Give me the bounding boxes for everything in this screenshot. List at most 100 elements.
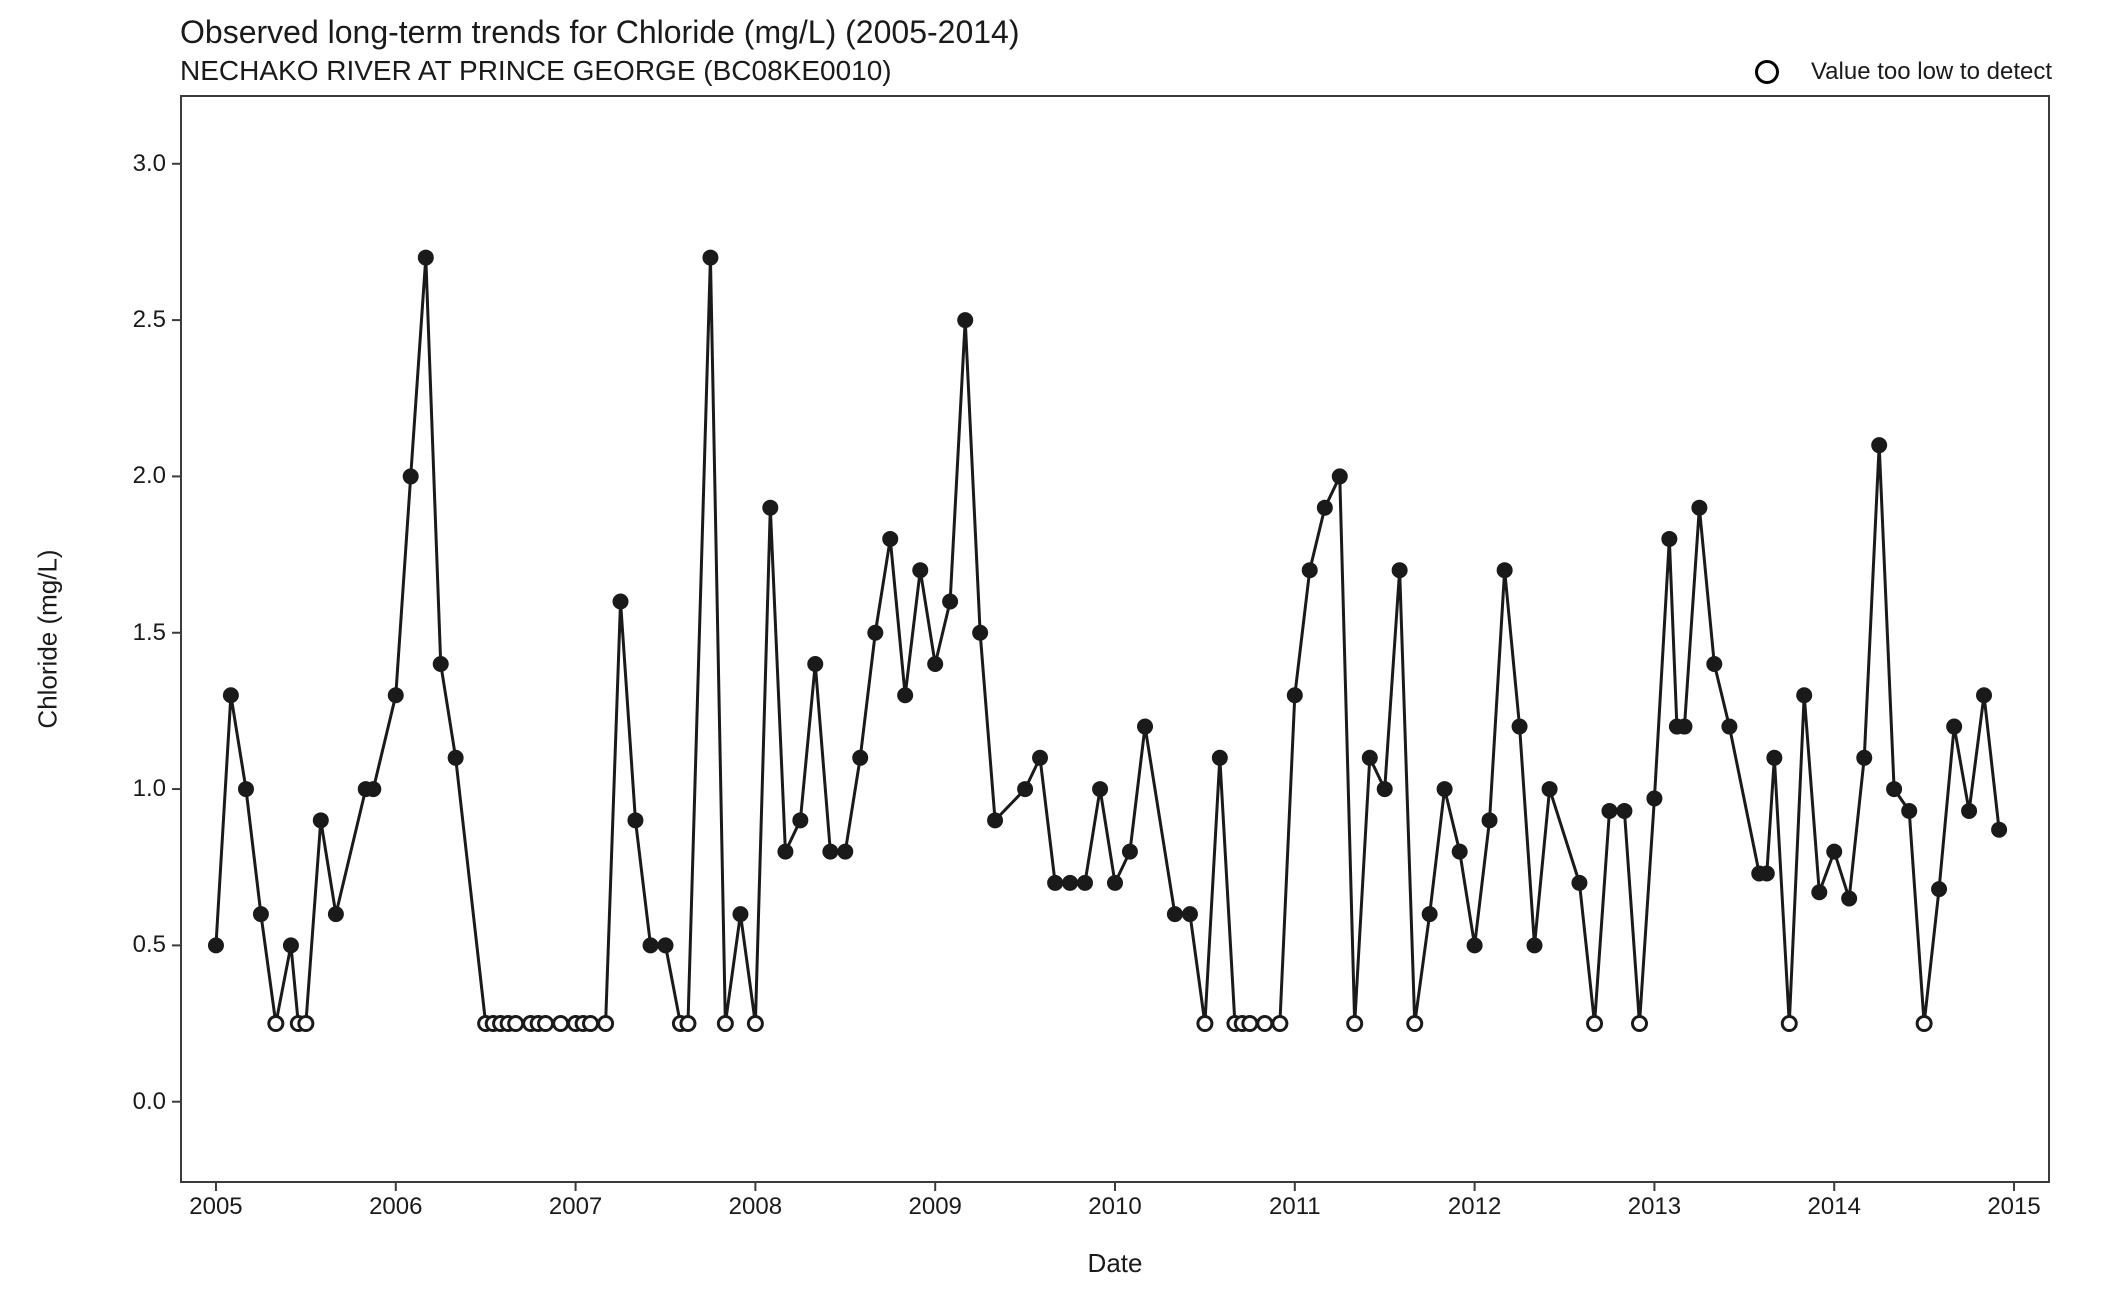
data-point xyxy=(1138,720,1152,734)
data-point-below-detect xyxy=(1348,1017,1362,1031)
data-point xyxy=(1857,751,1871,765)
x-tick-label: 2007 xyxy=(549,1193,602,1221)
data-point xyxy=(1423,907,1437,921)
data-point-below-detect xyxy=(1782,1017,1796,1031)
data-point-below-detect xyxy=(599,1017,613,1031)
data-point xyxy=(1393,563,1407,577)
data-point-below-detect xyxy=(539,1017,553,1031)
data-point xyxy=(1602,804,1616,818)
y-tick-label: 3.0 xyxy=(106,150,166,178)
data-point xyxy=(1812,885,1826,899)
data-point xyxy=(224,688,238,702)
data-point xyxy=(883,532,897,546)
data-point xyxy=(1303,563,1317,577)
y-tick-label: 0.0 xyxy=(106,1088,166,1116)
legend-label: Value too low to detect xyxy=(1811,58,2052,86)
data-point xyxy=(419,251,433,265)
chart-container: Observed long-term trends for Chloride (… xyxy=(0,0,2112,1309)
data-point xyxy=(733,907,747,921)
data-point xyxy=(658,938,672,952)
chart-svg xyxy=(180,95,2050,1183)
data-point xyxy=(209,938,223,952)
data-point xyxy=(1677,720,1691,734)
data-point xyxy=(1977,688,1991,702)
data-point-below-detect xyxy=(1198,1017,1212,1031)
data-point xyxy=(928,657,942,671)
data-point xyxy=(1947,720,1961,734)
data-point xyxy=(853,751,867,765)
series-line xyxy=(216,258,1999,1024)
data-point xyxy=(404,469,418,483)
data-point xyxy=(1438,782,1452,796)
data-point xyxy=(644,938,658,952)
x-tick-label: 2010 xyxy=(1088,1193,1141,1221)
data-point xyxy=(1767,751,1781,765)
data-point xyxy=(1887,782,1901,796)
y-tick-label: 1.0 xyxy=(106,775,166,803)
data-point xyxy=(614,594,628,608)
data-point xyxy=(1453,845,1467,859)
data-point xyxy=(943,594,957,608)
data-point xyxy=(1797,688,1811,702)
data-point xyxy=(1760,866,1774,880)
data-point xyxy=(1333,469,1347,483)
data-point-below-detect xyxy=(299,1017,313,1031)
data-point xyxy=(823,845,837,859)
data-point xyxy=(1543,782,1557,796)
data-point xyxy=(988,813,1002,827)
data-point-below-detect xyxy=(1258,1017,1272,1031)
data-point xyxy=(1168,907,1182,921)
data-point xyxy=(1483,813,1497,827)
y-tick-label: 2.5 xyxy=(106,306,166,334)
data-point xyxy=(239,782,253,796)
x-tick-label: 2014 xyxy=(1808,1193,1861,1221)
x-tick-label: 2012 xyxy=(1448,1193,1501,1221)
data-point xyxy=(1842,891,1856,905)
chart-titles: Observed long-term trends for Chloride (… xyxy=(180,14,1019,87)
data-point-below-detect xyxy=(718,1017,732,1031)
data-point xyxy=(703,251,717,265)
data-point xyxy=(1692,501,1706,515)
data-point-below-detect xyxy=(509,1017,523,1031)
data-point xyxy=(254,907,268,921)
data-point xyxy=(1048,876,1062,890)
x-tick-label: 2009 xyxy=(908,1193,961,1221)
data-point xyxy=(1527,938,1541,952)
data-point xyxy=(1647,791,1661,805)
data-point xyxy=(1498,563,1512,577)
data-point xyxy=(1902,804,1916,818)
data-point xyxy=(1992,823,2006,837)
data-point xyxy=(898,688,912,702)
data-point xyxy=(1872,438,1886,452)
x-tick-label: 2011 xyxy=(1269,1193,1321,1221)
x-tick-label: 2008 xyxy=(729,1193,782,1221)
data-point xyxy=(1707,657,1721,671)
chart-subtitle: NECHAKO RIVER AT PRINCE GEORGE (BC08KE00… xyxy=(180,55,1019,87)
x-tick-label: 2013 xyxy=(1628,1193,1681,1221)
data-point-below-detect xyxy=(554,1017,568,1031)
data-point xyxy=(1468,938,1482,952)
x-tick-label: 2005 xyxy=(189,1193,242,1221)
data-point xyxy=(628,813,642,827)
data-point xyxy=(1123,845,1137,859)
x-tick-label: 2006 xyxy=(369,1193,422,1221)
data-point xyxy=(329,907,343,921)
data-point xyxy=(838,845,852,859)
legend-open-circle-icon xyxy=(1755,60,1779,84)
data-point-below-detect xyxy=(1408,1017,1422,1031)
data-point-below-detect xyxy=(269,1017,283,1031)
x-tick-label: 2015 xyxy=(1987,1193,2040,1221)
data-point xyxy=(314,813,328,827)
data-point-below-detect xyxy=(681,1017,695,1031)
y-tick-label: 2.0 xyxy=(106,462,166,490)
data-point xyxy=(1108,876,1122,890)
chart-legend: Value too low to detect xyxy=(1755,58,2052,86)
data-point xyxy=(1572,876,1586,890)
data-point xyxy=(973,626,987,640)
data-point xyxy=(958,313,972,327)
data-point xyxy=(1722,720,1736,734)
data-point xyxy=(1033,751,1047,765)
data-point-below-detect xyxy=(584,1017,598,1031)
data-point xyxy=(1363,751,1377,765)
data-point xyxy=(366,782,380,796)
